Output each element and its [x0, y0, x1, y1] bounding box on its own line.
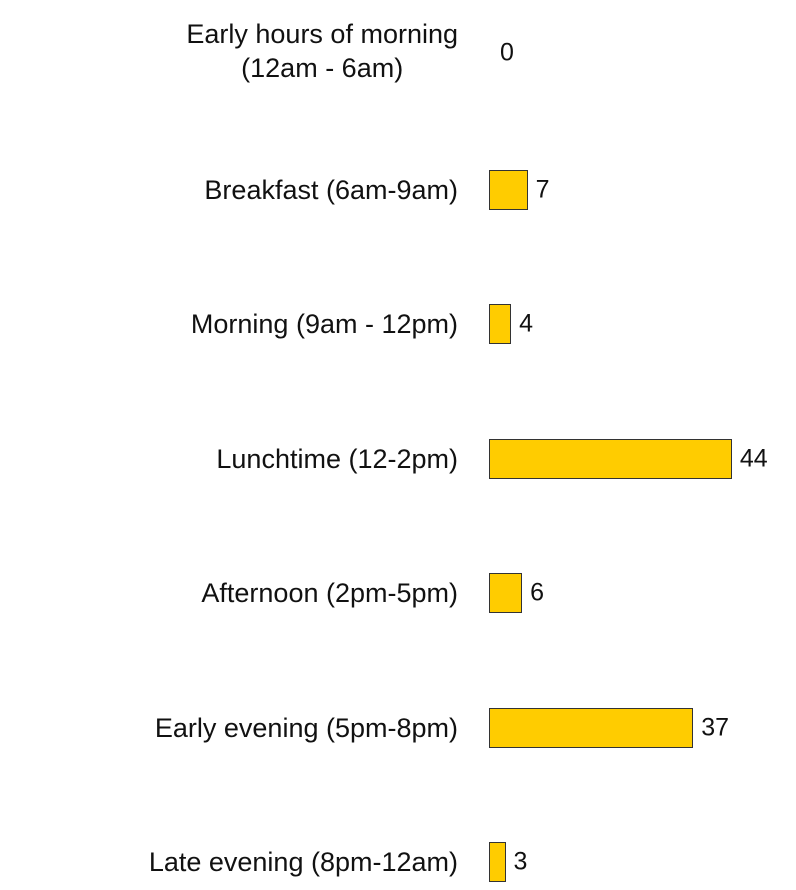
bar — [489, 438, 732, 479]
category-label: Lunchtime (12-2pm) — [216, 443, 458, 474]
category-label: Morning (9am - 12pm) — [190, 309, 458, 339]
value-label: 3 — [513, 847, 528, 876]
value-label: 6 — [530, 578, 545, 607]
value-label: 7 — [535, 175, 550, 203]
bar — [489, 169, 528, 210]
value-label: 0 — [500, 38, 514, 67]
bar — [489, 842, 506, 882]
category-label: Afternoon (2pm-5pm) — [201, 578, 458, 608]
category-label: Breakfast (6am-9am) — [204, 174, 458, 205]
value-label: 44 — [739, 444, 768, 472]
bar — [489, 573, 523, 613]
bar — [489, 707, 694, 748]
category-label: Early evening (5pm-8pm) — [154, 712, 458, 743]
category-label: Early hours of morning (12am - 6am) — [186, 19, 458, 83]
value-label: 37 — [701, 713, 730, 741]
category-label: Late evening (8pm-12am) — [148, 847, 458, 877]
bar — [489, 304, 512, 344]
value-label: 4 — [519, 309, 533, 338]
